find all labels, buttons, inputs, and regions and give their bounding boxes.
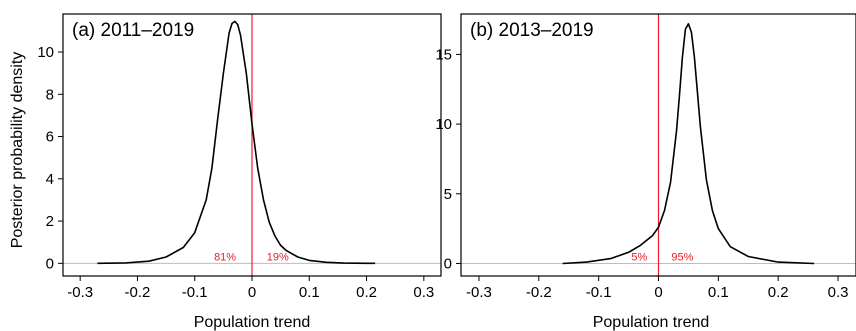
- panel-b: -0.3 -0.2 -0.1 0 0.1 0.2 0.3 0 5 10 15 (b) 2013–201…: [435, 13, 856, 331]
- x-tick-label: -0.1: [586, 284, 612, 301]
- x-tick-label: 0: [654, 284, 662, 301]
- y-tick-label: 6: [46, 129, 54, 146]
- panel-title: (a) 2011–2019: [72, 20, 194, 41]
- density-curve: [562, 22, 815, 265]
- y-tick-label: 0: [46, 255, 54, 272]
- y-axis-title: Posterior probability density: [9, 52, 26, 249]
- y-tick-label: 15: [435, 46, 452, 63]
- panel-a: -0.3 -0.2 -0.1 0 0.1 0.2 0.3 0 2 4 6 8 10 (a) 2011–20…: [37, 13, 442, 331]
- x-tick-label: 0.1: [299, 284, 320, 301]
- percent-annotation: 19%: [267, 251, 289, 263]
- percent-annotation: 5%: [631, 251, 647, 263]
- x-tick-label: 0: [248, 284, 256, 301]
- x-tick-label: 0.1: [708, 284, 729, 301]
- x-tick-label: 0.3: [828, 284, 849, 301]
- y-tick-label: 5: [444, 186, 452, 203]
- x-tick-label: 0.2: [768, 284, 789, 301]
- x-axis-title: Population trend: [593, 314, 710, 331]
- x-tick-label: 0.2: [356, 284, 377, 301]
- x-tick-label: -0.3: [466, 284, 492, 301]
- percent-annotation: 95%: [671, 251, 693, 263]
- percent-annotation: 81%: [214, 251, 236, 263]
- y-tick-label: 10: [37, 44, 54, 61]
- x-tick-label: 0.3: [413, 284, 434, 301]
- y-tick-label: 2: [46, 213, 54, 230]
- x-axis-title: Population trend: [194, 314, 311, 331]
- panel-title: (b) 2013–2019: [470, 20, 594, 41]
- x-tick-label: -0.3: [67, 284, 93, 301]
- density-curve: [97, 20, 376, 265]
- y-tick-label: 8: [46, 86, 54, 103]
- y-tick-label: 4: [46, 171, 54, 188]
- x-tick-label: -0.2: [125, 284, 151, 301]
- y-tick-label: 0: [444, 255, 452, 272]
- x-tick-label: -0.1: [182, 284, 208, 301]
- y-tick-label: 10: [435, 116, 452, 133]
- x-tick-label: -0.2: [526, 284, 552, 301]
